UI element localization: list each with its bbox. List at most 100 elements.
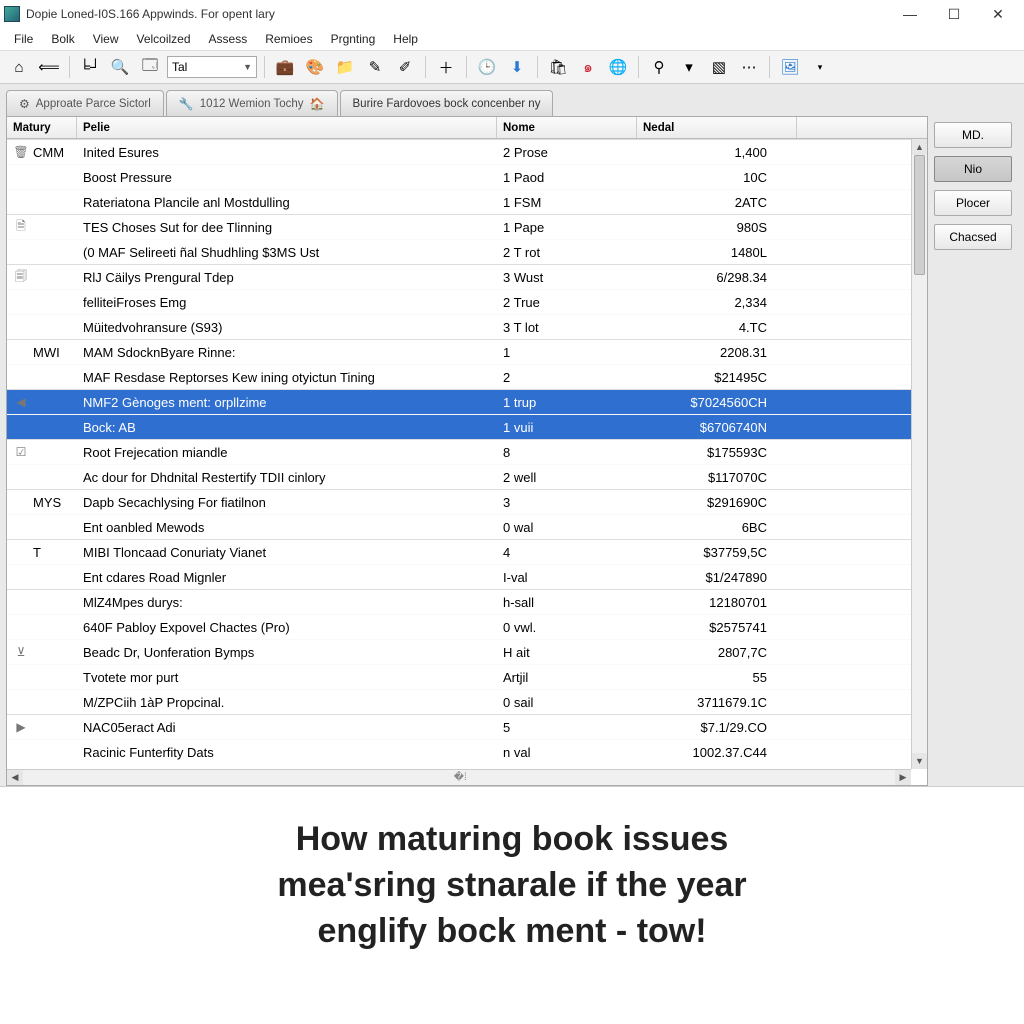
toolbar-separator bbox=[69, 56, 70, 78]
cell-matury: 🗑CMM bbox=[7, 145, 77, 160]
tree-icon[interactable]: ╘┘ bbox=[77, 54, 103, 80]
scroll-left-icon[interactable]: ◀ bbox=[7, 770, 23, 785]
caption-line-3: englify bock ment - tow! bbox=[60, 909, 964, 955]
table-row[interactable]: ▶NAC05eract Adi5$7.1/29.CO bbox=[7, 714, 927, 739]
cell-nome: 3 T lot bbox=[497, 320, 637, 335]
download-icon[interactable]: ⬇ bbox=[504, 54, 530, 80]
column-nome[interactable]: Nome bbox=[497, 117, 637, 138]
table-row[interactable]: Ent cdares Road MignlerI-val$1/247890 bbox=[7, 564, 927, 589]
cell-pelie: Ent cdares Road Mignler bbox=[77, 570, 497, 585]
menu-file[interactable]: File bbox=[6, 30, 41, 48]
box-icon[interactable]: ▧ bbox=[706, 54, 732, 80]
scroll-grip-icon[interactable]: �⁞ bbox=[450, 772, 470, 783]
table-row[interactable]: ◀NMF2 Gènoges ment: orpllzime1 trup$7024… bbox=[7, 389, 927, 414]
highlighter-icon[interactable]: ✐ bbox=[392, 54, 418, 80]
column-pelie[interactable]: Pelie bbox=[77, 117, 497, 138]
sheet-icon[interactable]: 🗔 bbox=[137, 54, 163, 80]
wand-icon[interactable]: ⚲ bbox=[646, 54, 672, 80]
cell-nome: H ait bbox=[497, 645, 637, 660]
bag-icon[interactable]: 🛍 bbox=[545, 54, 571, 80]
cell-nedal: 2,334 bbox=[637, 295, 797, 310]
tab-burire[interactable]: Burire Fardovoes bock concenber ny bbox=[340, 90, 554, 116]
table-row[interactable]: Rateriatona Plancile anl Mostdulling1 FS… bbox=[7, 189, 927, 214]
menu-remioes[interactable]: Remioes bbox=[257, 30, 320, 48]
maximize-button[interactable]: ☐ bbox=[932, 1, 976, 27]
table-row[interactable]: TMIBI Tloncaad Conuriaty Vianet4$37759,5… bbox=[7, 539, 927, 564]
cell-matury: ☑ bbox=[7, 445, 77, 459]
cell-nome: n val bbox=[497, 745, 637, 760]
list-header: Matury Pelie Nome Nedal bbox=[7, 117, 927, 139]
home-icon[interactable]: ⌂ bbox=[6, 54, 32, 80]
tab-approate[interactable]: ⚙ Approate Parce Sictorl bbox=[6, 90, 164, 116]
more-icon[interactable]: ⋯ bbox=[736, 54, 762, 80]
cell-nedal: 2208.31 bbox=[637, 345, 797, 360]
scroll-thumb[interactable] bbox=[914, 155, 925, 275]
side-btn-chacsed[interactable]: Chacsed bbox=[934, 224, 1012, 250]
column-nedal[interactable]: Nedal bbox=[637, 117, 797, 138]
vertical-scrollbar[interactable]: ▲ ▼ bbox=[911, 139, 927, 769]
table-row[interactable]: 640F Pabloy Expovel Chactes (Pro)0 vwl.$… bbox=[7, 614, 927, 639]
table-row[interactable]: MWIMAM SdocknByare Rinne:12208.31 bbox=[7, 339, 927, 364]
cell-nome: h-sall bbox=[497, 595, 637, 610]
table-row[interactable]: (0 MAF Selireeti ñal Shudhling $3MS Ust2… bbox=[7, 239, 927, 264]
table-row[interactable]: Müitedvohransure (S93)3 T lot4.TC bbox=[7, 314, 927, 339]
menu-help[interactable]: Help bbox=[385, 30, 426, 48]
back-icon[interactable]: ⟸ bbox=[36, 54, 62, 80]
table-row[interactable]: ☑Root Frejecation miandle8$175593C bbox=[7, 439, 927, 464]
menu-prgnting[interactable]: Prgnting bbox=[323, 30, 384, 48]
column-matury[interactable]: Matury bbox=[7, 117, 77, 138]
cell-nome: 1 Paod bbox=[497, 170, 637, 185]
scroll-down-icon[interactable]: ▼ bbox=[912, 753, 927, 769]
table-row[interactable]: Ent oanbled Mewods0 wal6BC bbox=[7, 514, 927, 539]
cell-pelie: Racinic Funterfity Dats bbox=[77, 745, 497, 760]
table-row[interactable]: ⊻Beadc Dr, Uonferation BympsH ait2807,7C bbox=[7, 639, 927, 664]
clock-icon[interactable]: 🕒 bbox=[474, 54, 500, 80]
cell-nedal: $7.1/29.CO bbox=[637, 720, 797, 735]
table-row[interactable]: felliteiFroses Emg2 True2,334 bbox=[7, 289, 927, 314]
dropdown-icon[interactable]: ▾ bbox=[807, 54, 833, 80]
side-btn-plocer[interactable]: Plocer bbox=[934, 190, 1012, 216]
gear-icon: ⚙ bbox=[19, 97, 30, 111]
cell-nome: 2 True bbox=[497, 295, 637, 310]
globe-icon[interactable]: 🌐 bbox=[605, 54, 631, 80]
search-icon[interactable]: 🔍 bbox=[107, 54, 133, 80]
side-btn-nio[interactable]: Nio bbox=[934, 156, 1012, 182]
filter-icon[interactable]: ▾ bbox=[676, 54, 702, 80]
table-row[interactable]: Ac dour for Dhdnital Restertify TDII cin… bbox=[7, 464, 927, 489]
horizontal-scrollbar[interactable]: ◀ �⁞ ▶ bbox=[7, 769, 911, 785]
table-row[interactable]: MYSDapb Secachlysing For fiatilnon3$2916… bbox=[7, 489, 927, 514]
scroll-right-icon[interactable]: ▶ bbox=[895, 770, 911, 785]
palette-icon[interactable]: 🎨 bbox=[302, 54, 328, 80]
close-button[interactable]: ✕ bbox=[976, 1, 1020, 27]
table-row[interactable]: MAF Resdase Reptorses Kew ining otyictun… bbox=[7, 364, 927, 389]
table-row[interactable]: Bock: AB1 vuii$6706740N bbox=[7, 414, 927, 439]
folder-icon[interactable]: 📁 bbox=[332, 54, 358, 80]
add-icon[interactable]: ＋ bbox=[433, 54, 459, 80]
picture-icon[interactable]: 🖼 bbox=[777, 54, 803, 80]
cell-pelie: Boost Pressure bbox=[77, 170, 497, 185]
menu-assess[interactable]: Assess bbox=[201, 30, 256, 48]
table-row[interactable]: 🗑CMMInited Esures2 Prose1,400 bbox=[7, 139, 927, 164]
table-row[interactable]: MlZ4Mpes durys:h-sall12180701 bbox=[7, 589, 927, 614]
scroll-up-icon[interactable]: ▲ bbox=[912, 139, 927, 155]
pencil-icon[interactable]: ✎ bbox=[362, 54, 388, 80]
cell-nome: 2 well bbox=[497, 470, 637, 485]
menu-bolk[interactable]: Bolk bbox=[43, 30, 82, 48]
tab-wemion[interactable]: 🔧 1012 Wemion Tochy 🏠 bbox=[166, 90, 338, 116]
swirl-icon[interactable]: ๑ bbox=[575, 54, 601, 80]
table-row[interactable]: 🗐RlJ Cäilys Prengural Tdep3 Wust6/298.34 bbox=[7, 264, 927, 289]
table-row[interactable]: M/ZPCiih 1àP Propcinal.0 sail3711679.1C bbox=[7, 689, 927, 714]
table-row[interactable]: 🗎TES Choses Sut for dee Tlinning1 Pape98… bbox=[7, 214, 927, 239]
minimize-button[interactable]: — bbox=[888, 1, 932, 27]
table-row[interactable]: Boost Pressure1 Paod10C bbox=[7, 164, 927, 189]
menu-velcoilzed[interactable]: Velcoilzed bbox=[128, 30, 198, 48]
side-btn-md[interactable]: MD. bbox=[934, 122, 1012, 148]
table-row[interactable]: Racinic Funterfity Datsn val1002.37.C44 bbox=[7, 739, 927, 764]
table-row[interactable]: Tvotete mor purtArtjil55 bbox=[7, 664, 927, 689]
cell-pelie: NAC05eract Adi bbox=[77, 720, 497, 735]
cell-nome: 4 bbox=[497, 545, 637, 560]
briefcase-icon[interactable]: 💼 bbox=[272, 54, 298, 80]
menu-view[interactable]: View bbox=[85, 30, 127, 48]
cell-pelie: Inited Esures bbox=[77, 145, 497, 160]
toolbar-combo[interactable]: Tal ▼ bbox=[167, 56, 257, 78]
